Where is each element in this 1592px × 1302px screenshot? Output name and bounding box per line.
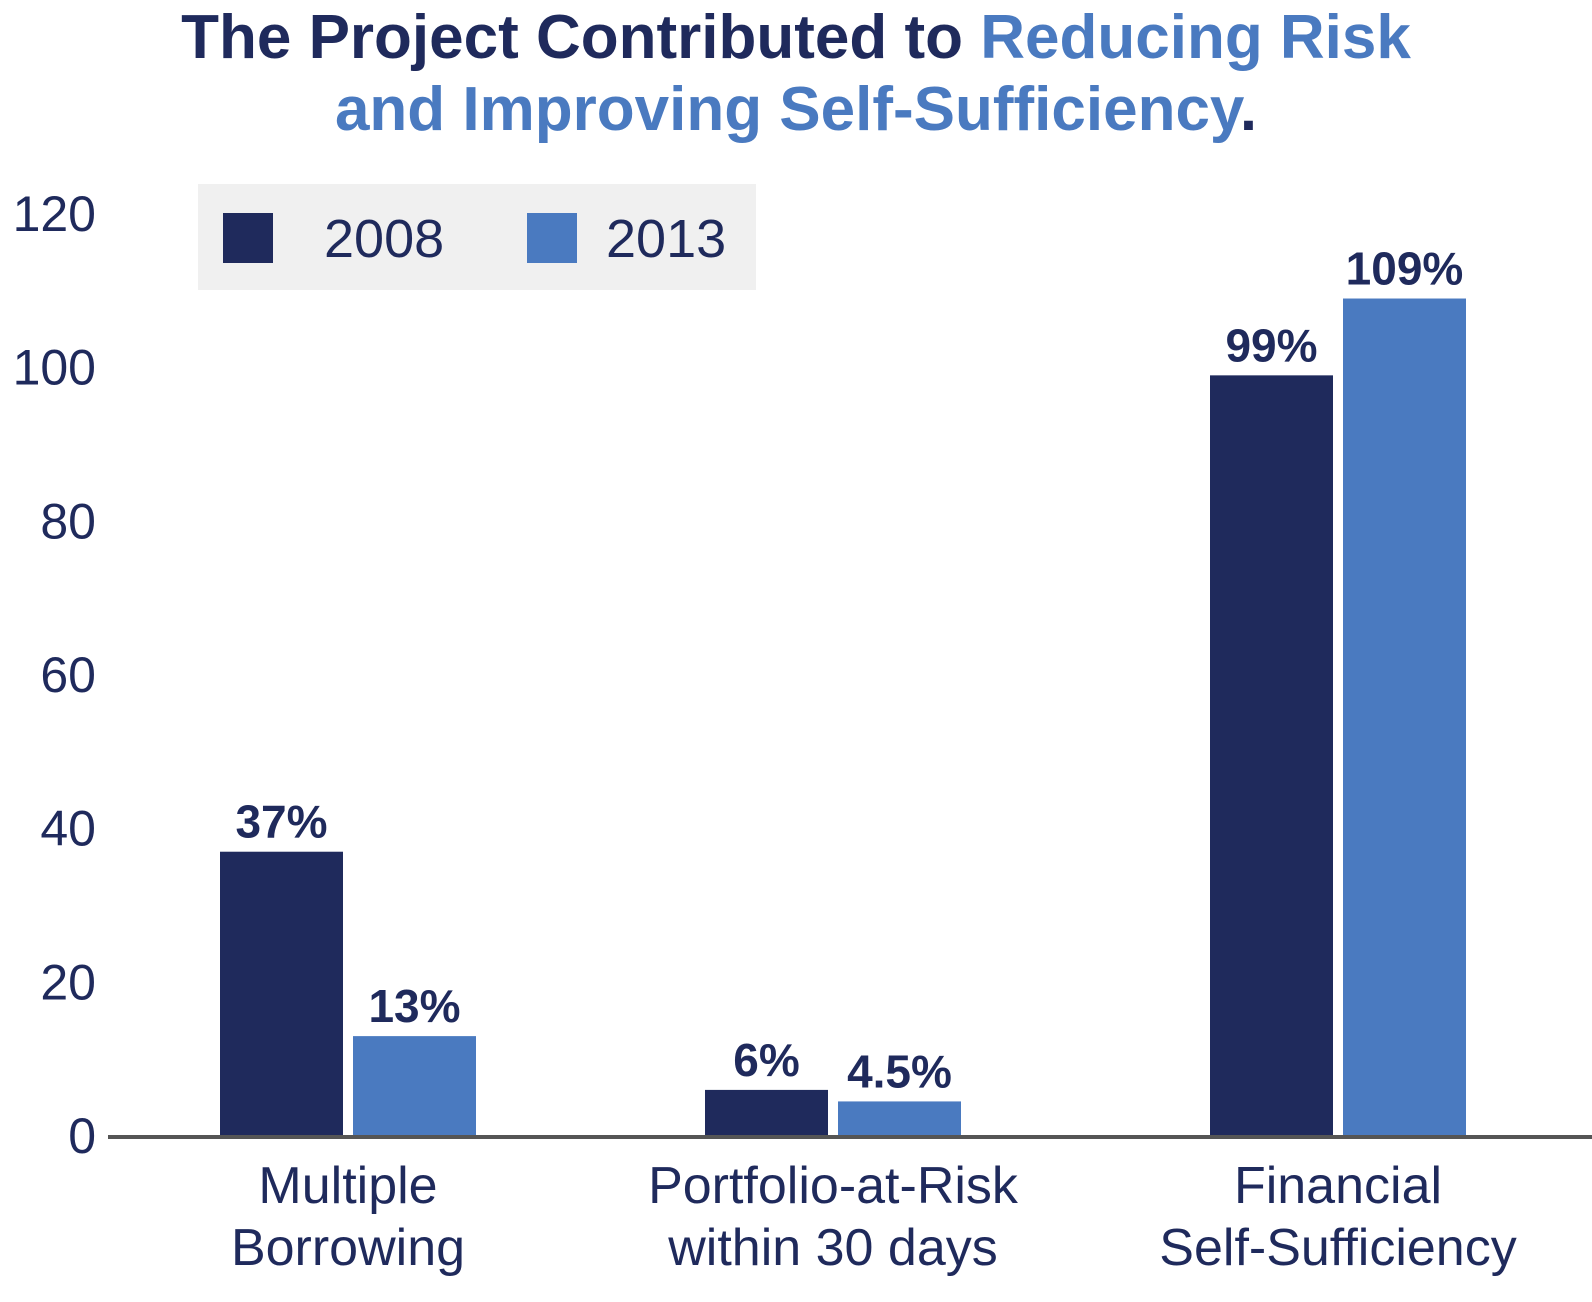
y-tick-label: 120 — [13, 186, 96, 242]
bar-label-2008-2: 99% — [1225, 319, 1317, 371]
y-tick-label: 0 — [68, 1108, 96, 1164]
legend-label-2013: 2013 — [606, 209, 726, 269]
bars — [220, 298, 1466, 1137]
chart-title: The Project Contributed to Reducing Risk… — [0, 2, 1592, 146]
bar-2008-0 — [220, 851, 343, 1136]
x-category-label: Self-Sufficiency — [1159, 1219, 1516, 1277]
x-category-label: within 30 days — [667, 1219, 998, 1277]
legend-swatch-2008 — [223, 213, 273, 263]
bar-2013-1 — [838, 1101, 961, 1136]
legend-swatch-2013 — [527, 213, 577, 263]
x-category-label: Portfolio-at-Risk — [648, 1157, 1019, 1215]
bar-label-2008-1: 6% — [733, 1034, 799, 1086]
title-part-2: Reducing Risk — [980, 3, 1411, 72]
title-part-3: and Improving Self-Sufficiency — [334, 75, 1240, 144]
bar-2013-2 — [1343, 298, 1466, 1136]
bar-label-2013-1: 4.5% — [847, 1045, 952, 1097]
title-part-1: The Project Contributed to — [181, 3, 981, 72]
x-category-label: Multiple — [258, 1157, 437, 1215]
bar-2013-0 — [353, 1036, 476, 1136]
title-part-4: . — [1239, 75, 1258, 144]
bar-2008-1 — [705, 1089, 828, 1136]
bar-value-labels: 37% 6% 99% 13% 4.5% 109% — [235, 243, 1463, 1098]
y-tick-label: 60 — [40, 647, 96, 703]
legend-label-2008: 2008 — [324, 209, 444, 269]
y-tick-label: 80 — [40, 493, 96, 549]
bar-2008-2 — [1210, 375, 1333, 1137]
y-tick-label: 100 — [13, 340, 96, 396]
x-category-label: Borrowing — [231, 1219, 465, 1277]
bar-label-2013-0: 13% — [368, 980, 460, 1032]
y-tick-label: 20 — [40, 954, 96, 1010]
y-tick-label: 40 — [40, 801, 96, 857]
x-category-label: Financial — [1234, 1157, 1442, 1215]
bar-label-2013-2: 109% — [1346, 243, 1464, 295]
bar-label-2008-0: 37% — [235, 796, 327, 848]
legend: 2008 2013 — [198, 184, 756, 290]
legend-box — [198, 184, 756, 290]
y-axis-ticks: 0 20 40 60 80 100 120 — [13, 186, 96, 1164]
